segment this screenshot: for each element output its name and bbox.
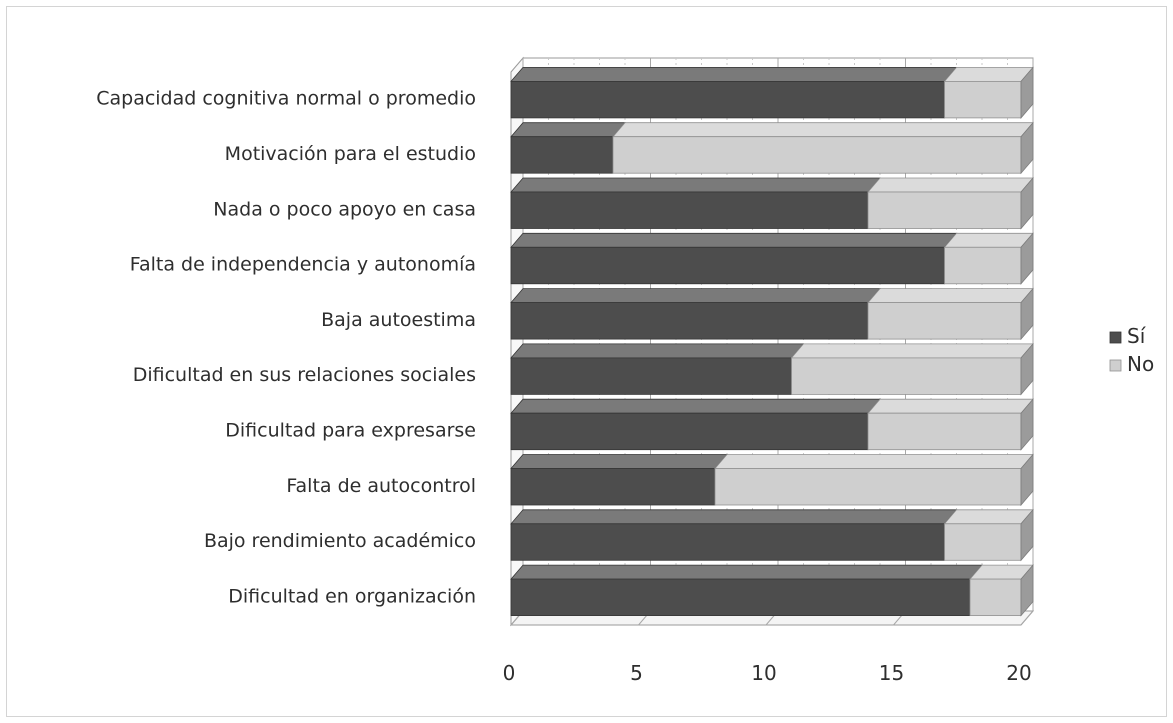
- bar-top-face: [510, 398, 881, 414]
- bar-end-face: [1020, 66, 1034, 119]
- bar-no: [944, 246, 1022, 285]
- x-tick-label: 20: [1006, 661, 1031, 685]
- bar-end-face: [1020, 232, 1034, 285]
- bar-si: [510, 246, 945, 285]
- bar-top-face: [867, 398, 1034, 414]
- bar-top-face: [790, 343, 1034, 359]
- bar-top-face: [510, 454, 728, 469]
- bar-end-face: [1020, 564, 1034, 617]
- category-label: Nada o poco apoyo en casa: [213, 198, 476, 220]
- category-label: Capacidad cognitiva normal o promedio: [96, 88, 476, 110]
- bar-end-face: [1020, 176, 1034, 230]
- category-label: Dificultad para expresarse: [225, 419, 476, 441]
- bar-end-face: [1020, 287, 1034, 341]
- bar-end-face: [1020, 508, 1034, 562]
- bars: [510, 66, 1034, 617]
- x-tick-label: 10: [751, 661, 776, 685]
- bar-end-face: [1020, 398, 1034, 451]
- bar-si: [510, 136, 614, 174]
- legend-label-no: No: [1127, 352, 1154, 376]
- chart-frame: [6, 6, 1167, 717]
- x-tick-label: 0: [503, 661, 516, 685]
- bar-no: [791, 357, 1022, 395]
- bar-top-face: [867, 288, 1034, 304]
- legend-swatch-si: [1109, 331, 1122, 344]
- bar-top-face: [867, 177, 1034, 193]
- category-label: Dificultad en organización: [228, 585, 476, 607]
- bar-top-face: [510, 509, 958, 525]
- bar-no: [944, 523, 1022, 561]
- category-label: Motivación para el estudio: [225, 143, 476, 165]
- bar-top-face: [510, 67, 958, 82]
- bar-no: [867, 302, 1022, 340]
- bar-top-face: [510, 177, 881, 193]
- bar-si: [510, 468, 716, 506]
- legend-label-si: Sí: [1127, 324, 1147, 348]
- bar-top-face: [510, 564, 983, 580]
- bar-end-face: [1020, 453, 1034, 507]
- bar-si: [510, 412, 869, 451]
- bar-no: [867, 191, 1022, 229]
- legend-swatch-no: [1109, 359, 1122, 372]
- category-label: Falta de autocontrol: [286, 475, 476, 497]
- bar-top-face: [943, 67, 1034, 82]
- bar-si: [510, 523, 945, 561]
- bar-no: [714, 468, 1022, 506]
- bar-end-face: [1020, 121, 1034, 175]
- category-labels: Capacidad cognitiva normal o promedio Mot…: [96, 88, 476, 608]
- bar-no: [969, 578, 1022, 616]
- category-label: Bajo rendimiento académico: [204, 530, 476, 552]
- category-label: Falta de independencia y autonomía: [130, 254, 476, 276]
- legend: Sí No: [1109, 324, 1154, 376]
- bar-top-face: [714, 454, 1034, 469]
- bar-si: [510, 357, 792, 395]
- bar-top-face: [510, 122, 626, 138]
- bar-top-face: [943, 509, 1034, 525]
- x-tick-label: 5: [630, 661, 643, 685]
- category-label: Dificultad en sus relaciones sociales: [133, 364, 476, 386]
- bar-top-face: [510, 343, 805, 359]
- bar-no: [612, 136, 1022, 174]
- x-axis-ticks: 0 5 10 15 20: [503, 661, 1032, 685]
- bar-end-face: [1020, 342, 1034, 396]
- bar-si: [510, 578, 971, 616]
- bar-top-face: [943, 232, 1034, 248]
- bar-si: [510, 81, 945, 119]
- bar-no: [867, 412, 1022, 451]
- category-label: Baja autoestima: [321, 309, 476, 331]
- bar-no: [944, 81, 1022, 119]
- x-tick-label: 15: [879, 661, 904, 685]
- bar-top-face: [510, 288, 881, 304]
- bar-si: [510, 191, 869, 229]
- bar-top-face: [510, 232, 958, 248]
- bar-top-face: [612, 122, 1034, 138]
- floor-line: [1020, 610, 1034, 626]
- bar-si: [510, 302, 869, 340]
